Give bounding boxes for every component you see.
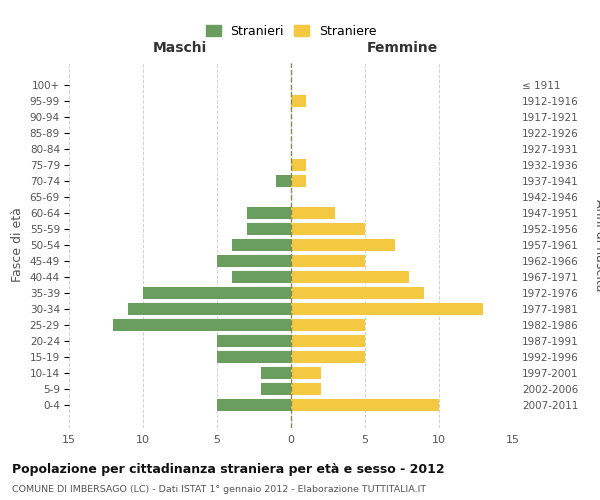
Bar bbox=[113, 319, 291, 331]
Bar bbox=[217, 255, 291, 267]
Bar bbox=[291, 383, 320, 395]
Bar bbox=[291, 351, 365, 363]
Bar bbox=[232, 239, 291, 251]
Bar bbox=[217, 399, 291, 411]
Y-axis label: Anni di nascita: Anni di nascita bbox=[593, 198, 600, 291]
Bar bbox=[291, 319, 365, 331]
Bar bbox=[291, 223, 365, 235]
Bar bbox=[291, 239, 395, 251]
Bar bbox=[291, 367, 320, 379]
Bar bbox=[247, 223, 291, 235]
Bar bbox=[291, 303, 484, 315]
Bar bbox=[291, 95, 306, 107]
Bar bbox=[217, 351, 291, 363]
Text: Popolazione per cittadinanza straniera per età e sesso - 2012: Popolazione per cittadinanza straniera p… bbox=[12, 462, 445, 475]
Bar bbox=[276, 175, 291, 187]
Bar bbox=[247, 207, 291, 219]
Bar bbox=[232, 271, 291, 283]
Bar bbox=[217, 335, 291, 347]
Bar bbox=[128, 303, 291, 315]
Text: COMUNE DI IMBERSAGO (LC) - Dati ISTAT 1° gennaio 2012 - Elaborazione TUTTITALIA.: COMUNE DI IMBERSAGO (LC) - Dati ISTAT 1°… bbox=[12, 485, 426, 494]
Y-axis label: Fasce di età: Fasce di età bbox=[11, 208, 24, 282]
Bar bbox=[291, 159, 306, 171]
Bar bbox=[291, 255, 365, 267]
Bar bbox=[291, 399, 439, 411]
Bar bbox=[262, 367, 291, 379]
Bar bbox=[291, 175, 306, 187]
Bar bbox=[291, 207, 335, 219]
Bar bbox=[291, 271, 409, 283]
Legend: Stranieri, Straniere: Stranieri, Straniere bbox=[205, 25, 377, 38]
Bar bbox=[262, 383, 291, 395]
Bar bbox=[291, 335, 365, 347]
Bar bbox=[143, 287, 291, 299]
Text: Maschi: Maschi bbox=[153, 41, 207, 55]
Text: Femmine: Femmine bbox=[367, 41, 437, 55]
Bar bbox=[291, 287, 424, 299]
